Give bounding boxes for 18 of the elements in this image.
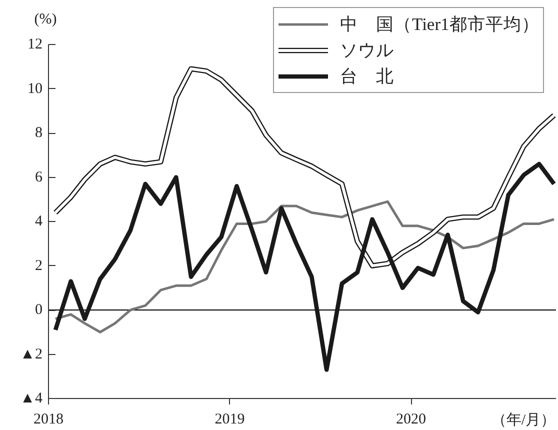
x-axis-title: （年/月） xyxy=(491,412,556,428)
line-series xyxy=(54,200,556,334)
legend-label: ソウル xyxy=(340,39,394,62)
y-tick-label: ▲2 xyxy=(20,346,43,362)
y-tick-label: 12 xyxy=(28,36,42,52)
y-tick-label: 2 xyxy=(35,258,42,274)
x-tick-label: 2018 xyxy=(34,412,64,428)
y-axis-title: (%) xyxy=(34,12,57,28)
y-tick-label: 4 xyxy=(35,214,43,230)
y-tick-label: 10 xyxy=(28,80,42,97)
x-tick-label: 2019 xyxy=(214,412,245,428)
y-tick-label: ▲4 xyxy=(20,390,43,406)
x-tick-label: 2020 xyxy=(396,412,426,428)
y-tick-label: 6 xyxy=(35,169,43,186)
y-tick-label: 0 xyxy=(35,302,42,318)
y-tick-label: 8 xyxy=(35,125,42,141)
legend-label: 中 国（Tier1都市平均） xyxy=(340,13,540,36)
legend-label: 台 北 xyxy=(340,65,394,88)
